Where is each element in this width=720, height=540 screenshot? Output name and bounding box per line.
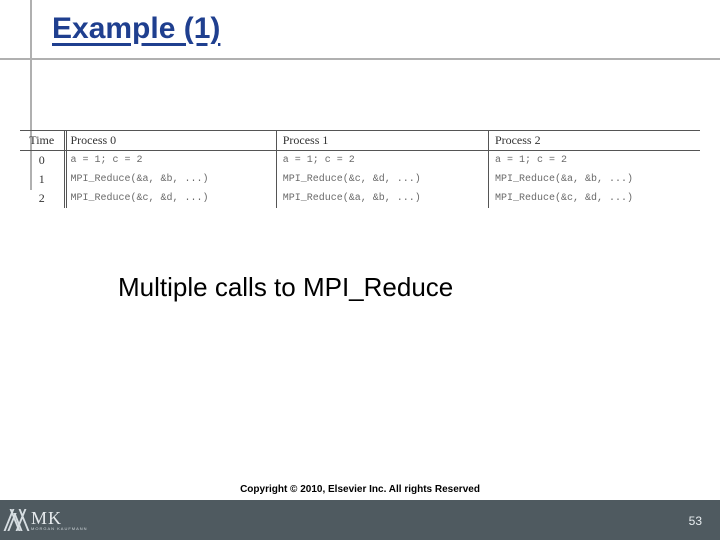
decorative-horizontal-rule xyxy=(0,58,720,60)
cell-code: MPI_Reduce(&a, &b, ...) xyxy=(64,170,276,189)
mpi-reduce-table: Time Process 0 Process 1 Process 2 0 a =… xyxy=(20,130,700,208)
cell-code: MPI_Reduce(&a, &b, ...) xyxy=(276,189,488,208)
table-row: 0 a = 1; c = 2 a = 1; c = 2 a = 1; c = 2 xyxy=(20,151,700,171)
copyright-text: Copyright © 2010, Elsevier Inc. All righ… xyxy=(240,484,480,495)
table: Time Process 0 Process 1 Process 2 0 a =… xyxy=(20,130,700,208)
cell-code: a = 1; c = 2 xyxy=(276,151,488,171)
cell-time: 2 xyxy=(20,189,64,208)
cell-code: MPI_Reduce(&c, &d, ...) xyxy=(64,189,276,208)
cell-time: 1 xyxy=(20,170,64,189)
cell-code: MPI_Reduce(&c, &d, ...) xyxy=(276,170,488,189)
page-number: 53 xyxy=(689,514,702,528)
cell-code: a = 1; c = 2 xyxy=(488,151,700,171)
table-row: 1 MPI_Reduce(&a, &b, ...) MPI_Reduce(&c,… xyxy=(20,170,700,189)
publisher-logo: MK MORGAN KAUFMANN xyxy=(8,509,88,531)
cell-time: 0 xyxy=(20,151,64,171)
caption-text: Multiple calls to MPI_Reduce xyxy=(118,272,453,303)
logo-mark-icon xyxy=(8,509,25,531)
title-area: Example (1) xyxy=(0,0,720,46)
logo-initials: MK xyxy=(31,509,88,527)
col-header-process-1: Process 1 xyxy=(276,131,488,151)
col-header-process-2: Process 2 xyxy=(488,131,700,151)
logo-text: MK MORGAN KAUFMANN xyxy=(31,509,88,531)
slide: Example (1) Time Process 0 Process 1 Pro… xyxy=(0,0,720,540)
cell-code: a = 1; c = 2 xyxy=(64,151,276,171)
logo-subtext: MORGAN KAUFMANN xyxy=(31,527,88,531)
col-header-process-0: Process 0 xyxy=(64,131,276,151)
table-row: 2 MPI_Reduce(&c, &d, ...) MPI_Reduce(&a,… xyxy=(20,189,700,208)
col-header-time: Time xyxy=(20,131,64,151)
cell-code: MPI_Reduce(&a, &b, ...) xyxy=(488,170,700,189)
footer-bar: Copyright © 2010, Elsevier Inc. All righ… xyxy=(0,500,720,540)
slide-title: Example (1) xyxy=(52,12,720,46)
cell-code: MPI_Reduce(&c, &d, ...) xyxy=(488,189,700,208)
